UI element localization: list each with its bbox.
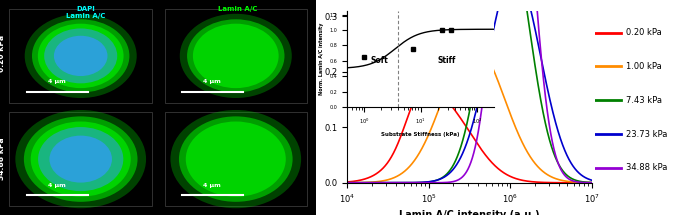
Ellipse shape — [32, 19, 129, 92]
Text: 4 μm: 4 μm — [48, 79, 66, 84]
Ellipse shape — [54, 36, 107, 76]
Text: 0.20 kPa: 0.20 kPa — [626, 28, 662, 37]
Bar — [164, 112, 307, 206]
Text: 23.73 kPa: 23.73 kPa — [626, 130, 667, 139]
Text: DAPI
Lamin A/C: DAPI Lamin A/C — [66, 6, 105, 19]
Ellipse shape — [193, 24, 279, 88]
Text: 1.00 kPa: 1.00 kPa — [626, 62, 662, 71]
X-axis label: Lamin A/C intensity (a.u.): Lamin A/C intensity (a.u.) — [399, 210, 540, 215]
Ellipse shape — [179, 116, 292, 202]
Ellipse shape — [15, 110, 146, 208]
Ellipse shape — [186, 121, 286, 197]
Ellipse shape — [38, 127, 123, 191]
Y-axis label: Fraction of Cells: Fraction of Cells — [309, 52, 319, 141]
Ellipse shape — [187, 19, 284, 92]
Text: 4 μm: 4 μm — [204, 183, 221, 187]
Ellipse shape — [24, 116, 138, 202]
Text: 4 μm: 4 μm — [48, 183, 66, 187]
Text: 7.43 kPa: 7.43 kPa — [626, 96, 662, 105]
Ellipse shape — [171, 110, 301, 208]
Bar — [10, 9, 152, 103]
Text: Lamin A/C: Lamin A/C — [217, 6, 257, 12]
Ellipse shape — [25, 14, 137, 98]
Ellipse shape — [180, 14, 292, 98]
Ellipse shape — [50, 136, 112, 183]
Text: 34.88 kPa: 34.88 kPa — [626, 163, 667, 172]
Text: 0.20 kPa: 0.20 kPa — [0, 35, 6, 72]
Ellipse shape — [31, 121, 131, 197]
Text: 34.88 kPa: 34.88 kPa — [0, 138, 6, 180]
Ellipse shape — [38, 24, 124, 88]
Bar — [10, 112, 152, 206]
Bar — [164, 9, 307, 103]
Text: 4 μm: 4 μm — [204, 79, 221, 84]
Ellipse shape — [44, 28, 117, 83]
